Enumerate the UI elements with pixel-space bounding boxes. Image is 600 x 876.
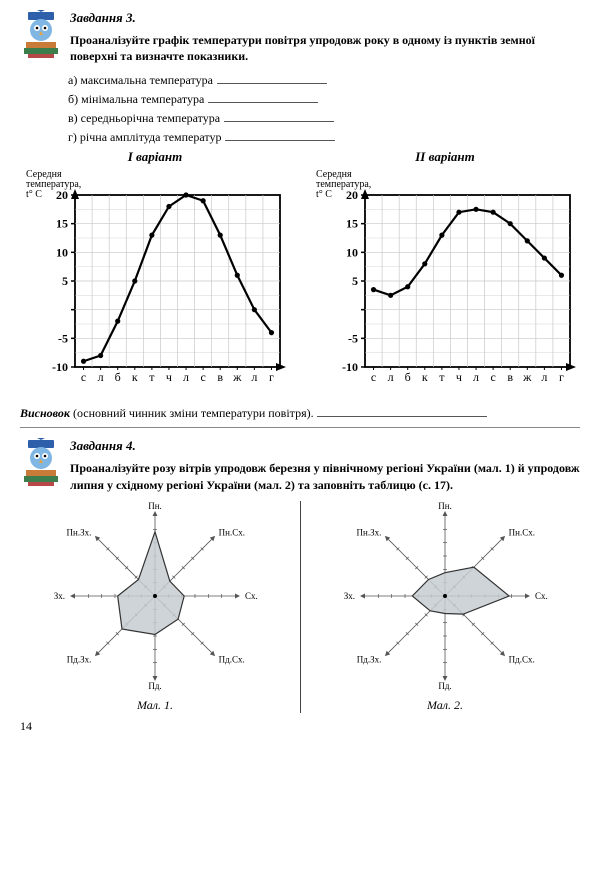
svg-text:-10: -10 <box>342 360 358 374</box>
svg-text:5: 5 <box>62 274 68 288</box>
task3-header: Завдання 3. Проаналізуйте графік темпера… <box>20 10 580 64</box>
svg-text:Пн.Зх.: Пн.Зх. <box>357 527 382 537</box>
charts-row: І варіант Середнятемпература,t° С-10-551… <box>20 149 580 402</box>
temperature-chart-2: Середнятемпература,t° С-10-55101520слбкт… <box>310 167 580 397</box>
task4-header: Завдання 4. Проаналізуйте розу вітрів уп… <box>20 438 580 492</box>
svg-text:л: л <box>473 370 479 384</box>
mal2-caption: Мал. 2. <box>310 698 580 713</box>
svg-text:л: л <box>98 370 104 384</box>
svg-text:Пн.Зх.: Пн.Зх. <box>67 527 92 537</box>
conclusion: Висновок (основний чинник зміни температ… <box>20 406 580 421</box>
conclusion-text: (основний чинник зміни температури повіт… <box>73 406 314 420</box>
svg-text:Пд.: Пд. <box>148 681 161 691</box>
svg-text:ж: ж <box>232 370 242 384</box>
opt-b-label: б) мінімальна температура <box>68 92 204 106</box>
svg-text:Зх.: Зх. <box>344 591 355 601</box>
svg-text:в: в <box>217 370 223 384</box>
variant1-title: І варіант <box>20 149 290 165</box>
task3-options: а) максимальна температура б) мінімальна… <box>68 72 580 145</box>
svg-text:ч: ч <box>166 370 172 384</box>
task4-title: Завдання 4. <box>70 438 580 454</box>
task3-text: Завдання 3. Проаналізуйте графік темпера… <box>70 10 580 64</box>
svg-text:-5: -5 <box>348 332 358 346</box>
opt-b: б) мінімальна температура <box>68 91 580 107</box>
variant2-title: ІІ варіант <box>310 149 580 165</box>
svg-text:Пд.Сх.: Пд.Сх. <box>509 654 535 664</box>
blank-b[interactable] <box>208 91 318 103</box>
svg-text:Пн.Сх.: Пн.Сх. <box>219 527 245 537</box>
owl-icon <box>20 10 62 58</box>
svg-text:10: 10 <box>56 246 68 260</box>
opt-g: г) річна амплітуда температур <box>68 129 580 145</box>
task4-prompt: Проаналізуйте розу вітрів упродовж берез… <box>70 460 580 492</box>
page: Завдання 3. Проаналізуйте графік темпера… <box>0 0 600 744</box>
svg-text:в: в <box>507 370 513 384</box>
svg-text:л: л <box>388 370 394 384</box>
blank-v[interactable] <box>224 110 334 122</box>
svg-text:л: л <box>183 370 189 384</box>
wind1-box: Пн. Пн.Сх. Сх. Пд.Сх. Пд. Пд.Зх. Зх. Пн.Зх. Мал… <box>20 501 290 713</box>
svg-text:л: л <box>541 370 547 384</box>
task3-title: Завдання 3. <box>70 10 580 26</box>
blank-a[interactable] <box>217 72 327 84</box>
svg-text:-10: -10 <box>52 360 68 374</box>
task3-prompt: Проаналізуйте графік температури повітря… <box>70 32 580 64</box>
svg-text:20: 20 <box>56 188 68 202</box>
conclusion-label: Висновок <box>20 406 70 420</box>
svg-text:т: т <box>439 370 445 384</box>
svg-text:Пд.Зх.: Пд.Зх. <box>67 654 92 664</box>
opt-v-label: в) середньорічна температура <box>68 111 220 125</box>
opt-a-label: а) максимальна температура <box>68 73 213 87</box>
page-number: 14 <box>20 719 580 734</box>
svg-text:б: б <box>405 370 411 384</box>
svg-text:с: с <box>81 370 86 384</box>
svg-text:к: к <box>422 370 428 384</box>
svg-text:т: т <box>149 370 155 384</box>
svg-text:Пн.: Пн. <box>438 501 452 511</box>
temperature-chart-1: Середнятемпература,t° С-10-55101520слбкт… <box>20 167 290 397</box>
svg-text:Сх.: Сх. <box>535 591 548 601</box>
svg-text:б: б <box>115 370 121 384</box>
blank-g[interactable] <box>225 129 335 141</box>
chart1-box: І варіант Середнятемпература,t° С-10-551… <box>20 149 290 402</box>
opt-g-label: г) річна амплітуда температур <box>68 130 221 144</box>
wind2-box: Пн. Пн.Сх. Сх. Пд.Сх. Пд. Пд.Зх. Зх. Пн.Зх. Мал… <box>310 501 580 713</box>
svg-text:с: с <box>200 370 205 384</box>
svg-text:Пд.Сх.: Пд.Сх. <box>219 654 245 664</box>
svg-text:Пд.Зх.: Пд.Зх. <box>357 654 382 664</box>
svg-text:Зх.: Зх. <box>54 591 65 601</box>
svg-text:Пн.: Пн. <box>148 501 162 511</box>
svg-text:л: л <box>251 370 257 384</box>
wind-separator <box>300 501 301 713</box>
svg-text:15: 15 <box>56 217 68 231</box>
owl-icon <box>20 438 62 486</box>
svg-text:с: с <box>490 370 495 384</box>
conclusion-blank[interactable] <box>317 406 487 417</box>
svg-text:г: г <box>269 370 274 384</box>
svg-text:ч: ч <box>456 370 462 384</box>
svg-text:ж: ж <box>522 370 532 384</box>
wind-rose-2: Пн. Пн.Сх. Сх. Пд.Сх. Пд. Пд.Зх. Зх. Пн.Зх. <box>310 501 580 691</box>
divider <box>20 427 580 428</box>
svg-text:15: 15 <box>346 217 358 231</box>
svg-text:10: 10 <box>346 246 358 260</box>
opt-v: в) середньорічна температура <box>68 110 580 126</box>
opt-a: а) максимальна температура <box>68 72 580 88</box>
svg-text:к: к <box>132 370 138 384</box>
svg-text:5: 5 <box>352 274 358 288</box>
svg-text:20: 20 <box>346 188 358 202</box>
mal1-caption: Мал. 1. <box>20 698 290 713</box>
svg-text:Сх.: Сх. <box>245 591 258 601</box>
wind-rose-1: Пн. Пн.Сх. Сх. Пд.Сх. Пд. Пд.Зх. Зх. Пн.Зх. <box>20 501 290 691</box>
task4-text: Завдання 4. Проаналізуйте розу вітрів уп… <box>70 438 580 492</box>
chart2-box: ІІ варіант Середнятемпература,t° С-10-55… <box>310 149 580 402</box>
wind-row: Пн.Пн.Сх.Сх.Пд.Сх.Пд.Пд.Зх.Зх.Пн.Зх. Мал… <box>20 501 580 713</box>
svg-text:-5: -5 <box>58 332 68 346</box>
svg-text:Пн.Сх.: Пн.Сх. <box>509 527 535 537</box>
svg-text:г: г <box>559 370 564 384</box>
svg-text:с: с <box>371 370 376 384</box>
svg-text:Пд.: Пд. <box>438 681 451 691</box>
